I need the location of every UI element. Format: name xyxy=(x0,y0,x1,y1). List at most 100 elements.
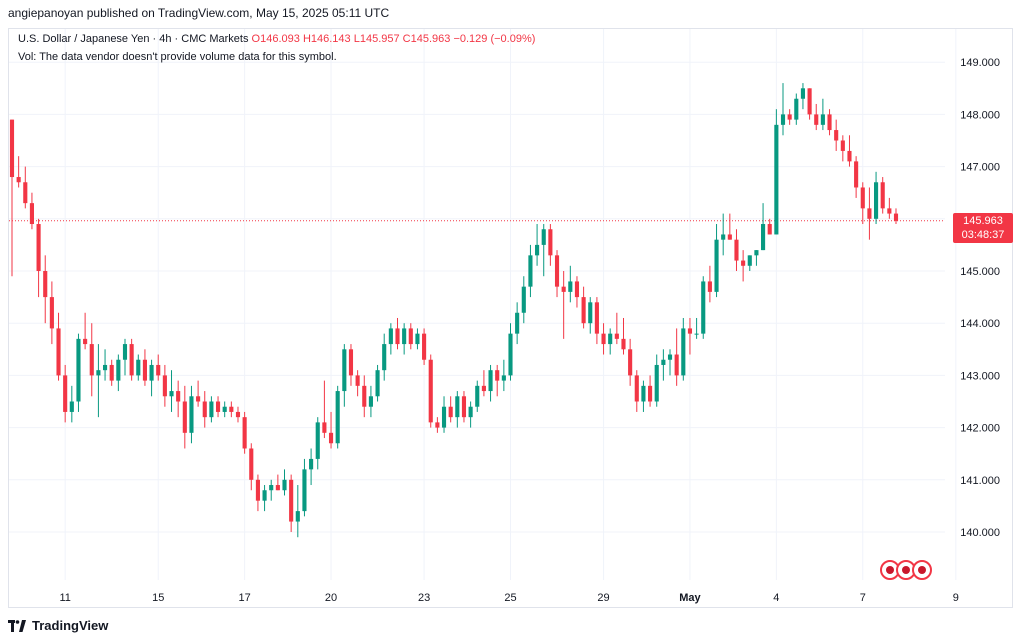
candle-body xyxy=(262,490,267,501)
candle xyxy=(422,328,427,365)
candle-body xyxy=(521,286,526,313)
candle xyxy=(661,349,666,381)
candle xyxy=(222,401,227,418)
candle-body xyxy=(76,338,81,402)
candle-body xyxy=(468,406,473,418)
candle xyxy=(23,166,28,209)
candle-body xyxy=(714,239,719,292)
symbol-legend: U.S. Dollar / Japanese Yen · 4h · CMC Ma… xyxy=(18,33,535,45)
candles xyxy=(9,83,899,538)
candle xyxy=(880,177,885,214)
candle-body xyxy=(309,458,314,470)
us-flag-icon[interactable] xyxy=(912,560,932,580)
candle-body xyxy=(189,396,194,433)
y-tick-label: 148.000 xyxy=(960,109,1000,121)
x-tick-label: 29 xyxy=(597,592,609,604)
candle xyxy=(468,401,473,428)
candle xyxy=(687,317,693,355)
candle xyxy=(654,354,659,407)
candle-body xyxy=(880,182,885,209)
candle xyxy=(322,380,327,439)
grid-lines xyxy=(9,29,957,580)
candle xyxy=(202,391,207,428)
candle xyxy=(681,317,686,381)
candle xyxy=(375,364,380,402)
candle xyxy=(501,359,506,392)
candle-body xyxy=(289,479,294,522)
candle-body xyxy=(315,422,320,459)
candle xyxy=(142,349,147,386)
candle-body xyxy=(488,370,493,392)
candle-body xyxy=(734,239,739,261)
candle xyxy=(302,458,307,517)
tradingview-logo-icon xyxy=(8,619,26,632)
candle xyxy=(428,354,433,428)
candle-body xyxy=(441,406,447,428)
candle-body xyxy=(535,244,540,256)
economic-events[interactable] xyxy=(880,560,932,580)
candle-body xyxy=(840,140,845,151)
candle-body xyxy=(581,297,586,324)
y-tick-label: 144.000 xyxy=(960,318,1000,330)
candle xyxy=(388,323,393,355)
candle xyxy=(189,385,194,444)
candle xyxy=(342,344,347,407)
candle-body xyxy=(448,406,453,418)
candle-body xyxy=(402,328,407,345)
candle xyxy=(209,396,214,423)
candle xyxy=(820,98,825,131)
x-axis-labels: 11151720232529May4791315 xyxy=(59,592,959,604)
volume-note: Vol: The data vendor doesn't provide vol… xyxy=(18,51,337,63)
candle-body xyxy=(49,297,54,329)
candle-body xyxy=(56,328,61,376)
candle-body xyxy=(375,370,380,397)
candle xyxy=(348,344,354,386)
candle-body xyxy=(621,338,626,350)
bar-countdown: 03:48:37 xyxy=(961,229,1005,241)
candle-body xyxy=(654,364,659,402)
candle xyxy=(701,276,706,339)
candle-body xyxy=(601,333,606,345)
candle xyxy=(800,83,806,110)
x-tick-label: 9 xyxy=(953,592,959,604)
candle-body xyxy=(182,401,187,433)
candle xyxy=(448,396,453,423)
candle xyxy=(707,265,712,303)
candle xyxy=(215,396,221,418)
candle xyxy=(568,265,573,303)
candle xyxy=(9,119,15,277)
x-tick-label: 4 xyxy=(773,592,779,604)
y-tick-label: 141.000 xyxy=(960,475,1000,487)
candle-body xyxy=(508,333,513,376)
candle-body xyxy=(23,182,28,204)
candle-body xyxy=(528,255,533,287)
candle xyxy=(574,276,580,308)
candle-body xyxy=(681,328,686,376)
candle-body xyxy=(501,375,506,381)
candle-body xyxy=(893,213,899,221)
candle xyxy=(535,224,540,266)
candle xyxy=(614,312,619,345)
candle-body xyxy=(348,349,354,376)
candle xyxy=(780,83,786,136)
x-tick-label: 15 xyxy=(152,592,164,604)
candle xyxy=(634,370,639,412)
candle xyxy=(461,391,467,423)
candle-body xyxy=(461,396,467,418)
candle-body xyxy=(83,338,88,345)
candle-body xyxy=(295,511,300,522)
candle-body xyxy=(847,150,852,162)
candle xyxy=(667,349,673,376)
candle-body xyxy=(162,375,167,397)
candle xyxy=(415,328,420,350)
candle xyxy=(854,156,859,198)
candle xyxy=(63,364,68,423)
y-axis-labels: 140.000 141.000 142.000 143.000 144.000 145.0… xyxy=(960,57,1000,539)
candle-body xyxy=(435,422,440,428)
candle xyxy=(275,474,280,491)
candle xyxy=(621,317,626,355)
x-tick-label: 11 xyxy=(59,592,70,604)
candle xyxy=(129,338,134,381)
candle-body xyxy=(827,114,832,131)
